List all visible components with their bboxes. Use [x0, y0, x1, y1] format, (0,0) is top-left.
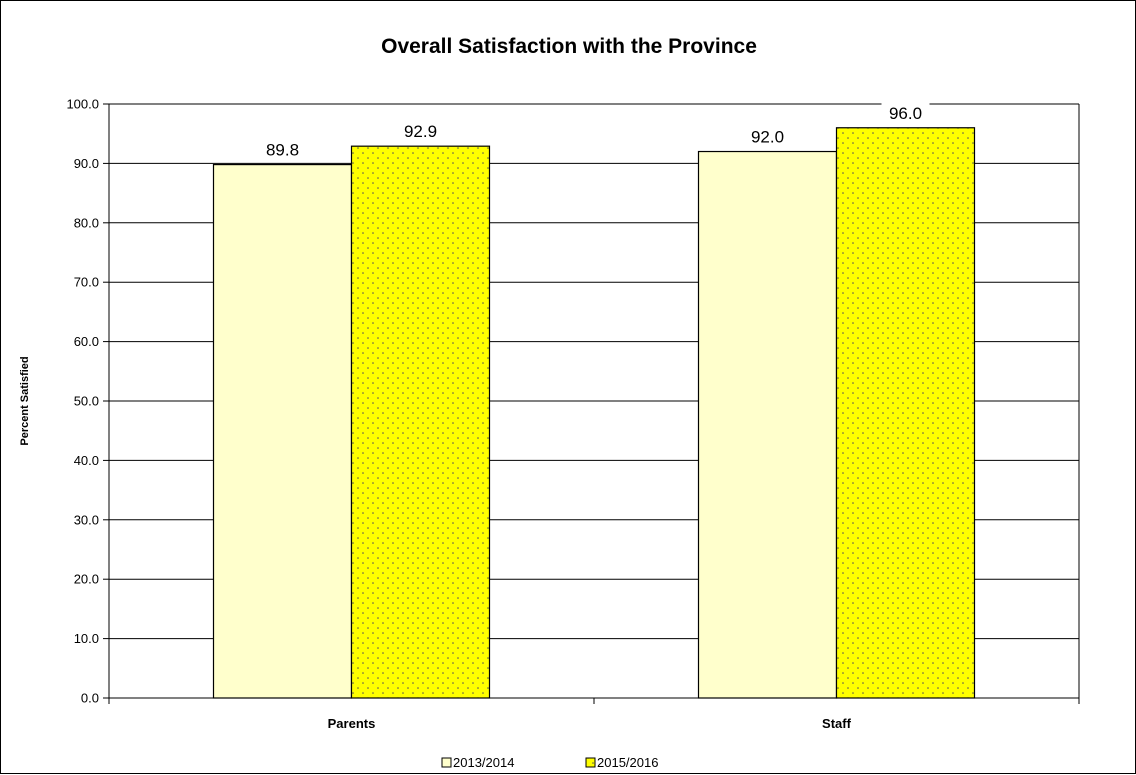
bars	[212, 127, 976, 699]
y-tick-label: 100.0	[66, 97, 99, 112]
data-labels: 89.8 92.9 92.0 96.0	[258, 101, 930, 160]
x-category-labels: Parents Staff	[328, 716, 852, 731]
chart-title: Overall Satisfaction with the Province	[381, 35, 757, 58]
data-label-bg	[881, 101, 930, 122]
data-label: 92.9	[404, 122, 437, 141]
bar-staff-2015-2016	[835, 127, 976, 699]
y-tick-label: 40.0	[74, 453, 99, 468]
data-label: 89.8	[266, 141, 299, 160]
legend-swatch	[441, 757, 452, 768]
legend-label: 2015/2016	[597, 755, 658, 770]
y-tick-label: 70.0	[74, 275, 99, 290]
x-category-label: Staff	[822, 716, 852, 731]
y-tick-labels: 0.0 10.0 20.0 30.0 40.0 50.0 60.0 70.0 80.0 90.0 1…	[66, 97, 99, 706]
y-tick-label: 0.0	[81, 691, 99, 706]
data-label-bg	[743, 125, 792, 146]
legend-swatch	[585, 757, 596, 768]
y-tick-label: 30.0	[74, 512, 99, 527]
y-tick-label: 90.0	[74, 156, 99, 171]
data-label: 92.0	[751, 128, 784, 147]
y-tick-label: 60.0	[74, 334, 99, 349]
bar-parents-2013-2014	[212, 163, 353, 699]
data-label: 96.0	[889, 104, 922, 123]
y-tick-label: 20.0	[74, 572, 99, 587]
legend: 2013/2014 2015/2016	[441, 755, 658, 770]
axes	[103, 103, 1080, 704]
x-category-label: Parents	[328, 716, 376, 731]
data-label-bg	[396, 120, 445, 141]
legend-label: 2013/2014	[453, 755, 514, 770]
data-label-bg	[258, 138, 307, 159]
y-tick-label: 10.0	[74, 631, 99, 646]
y-tick-label: 50.0	[74, 394, 99, 409]
y-tick-label: 80.0	[74, 215, 99, 230]
bar-staff-2013-2014	[697, 150, 838, 699]
bar-parents-2015-2016	[350, 145, 491, 699]
y-axis-label: Percent Satisfied	[19, 356, 31, 445]
